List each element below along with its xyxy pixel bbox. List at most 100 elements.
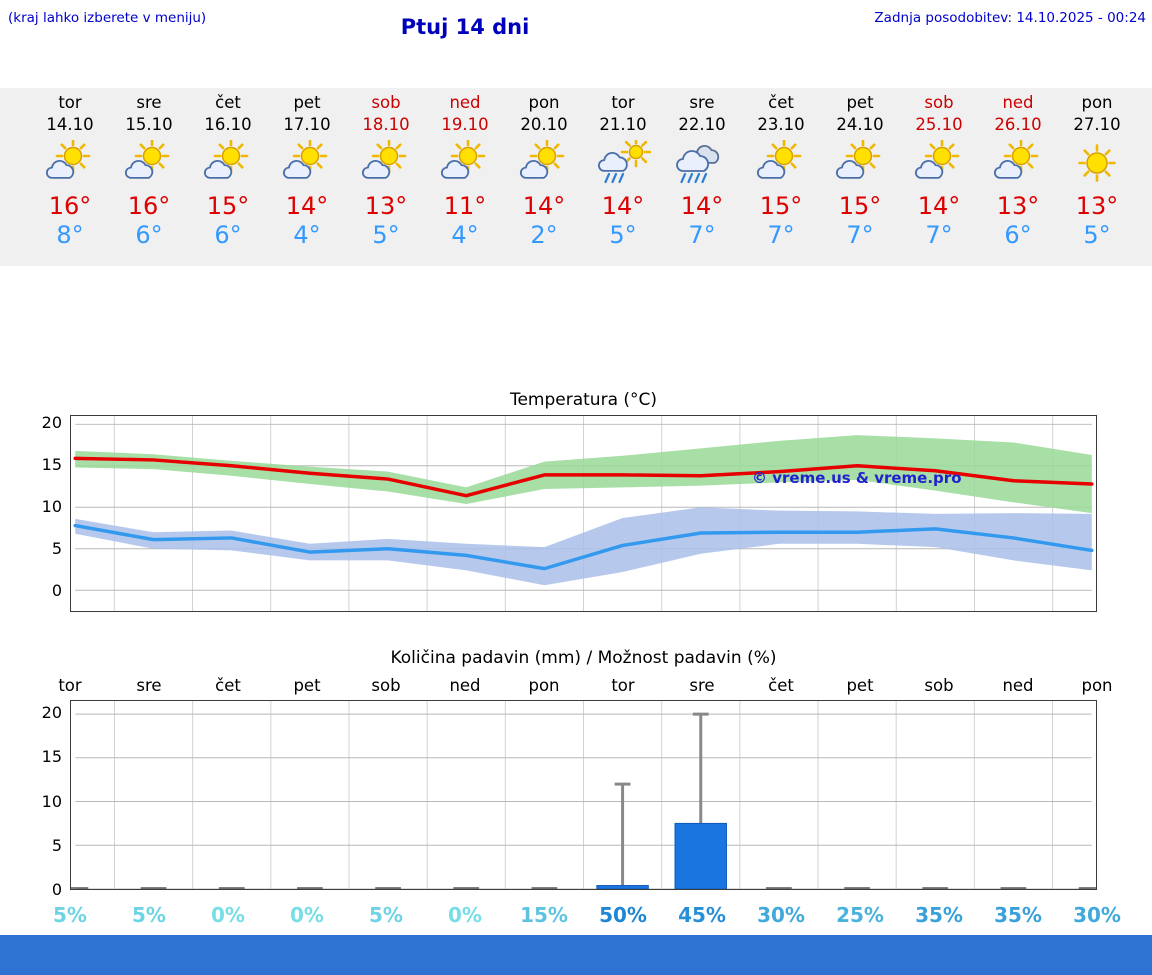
precip-probability: 45% bbox=[678, 903, 726, 927]
forecast-day[interactable]: ned 26.10 13° 6° bbox=[979, 88, 1058, 266]
day-low-temp: 5° bbox=[372, 221, 400, 249]
day-high-temp: 11° bbox=[443, 192, 487, 220]
rain-shower-icon bbox=[598, 140, 651, 184]
partly-cloudy-icon bbox=[441, 140, 486, 179]
forecast-strip: tor 14.10 16° 8° sre 15.10 16° 6° čet 16.10 15° 6° p… bbox=[0, 88, 1152, 266]
precip-probability: 0% bbox=[448, 903, 482, 927]
day-low-temp: 6° bbox=[1004, 221, 1032, 249]
day-high-temp: 16° bbox=[48, 192, 92, 220]
precip-probability: 30% bbox=[1073, 903, 1121, 927]
forecast-day[interactable]: ned 19.10 11° 4° bbox=[426, 88, 505, 266]
partly-cloudy-icon bbox=[362, 140, 407, 179]
precip-day-label: pet bbox=[293, 676, 321, 695]
y-tick-label: 0 bbox=[51, 581, 62, 600]
precip-probability: 30% bbox=[757, 903, 805, 927]
day-low-temp: 7° bbox=[767, 221, 795, 249]
day-date: 18.10 bbox=[362, 115, 410, 134]
y-tick-label: 10 bbox=[41, 791, 62, 811]
precip-chart-title: Količina padavin (mm) / Možnost padavin … bbox=[390, 648, 777, 668]
partly-cloudy-icon bbox=[836, 140, 881, 179]
day-date: 27.10 bbox=[1073, 115, 1121, 134]
day-name: čet bbox=[215, 93, 241, 112]
day-name: sob bbox=[371, 93, 401, 112]
day-date: 24.10 bbox=[836, 115, 884, 134]
rain-icon bbox=[676, 144, 720, 184]
day-high-temp: 14° bbox=[285, 192, 329, 220]
precip-day-label: pet bbox=[846, 676, 874, 695]
day-date: 20.10 bbox=[520, 115, 568, 134]
day-low-temp: 7° bbox=[688, 221, 716, 249]
day-date: 23.10 bbox=[757, 115, 805, 134]
partly-cloudy-icon bbox=[757, 140, 802, 179]
precip-day-label: čet bbox=[215, 676, 241, 695]
day-low-temp: 7° bbox=[925, 221, 953, 249]
day-name: tor bbox=[58, 93, 82, 112]
day-low-temp: 5° bbox=[1083, 221, 1111, 249]
y-tick-label: 5 bbox=[51, 539, 62, 559]
precip-day-label: ned bbox=[1002, 676, 1034, 695]
y-tick-label: 20 bbox=[41, 703, 62, 723]
day-name: pet bbox=[293, 93, 321, 112]
day-high-temp: 15° bbox=[206, 192, 250, 220]
precip-day-label: sre bbox=[136, 676, 162, 695]
day-date: 15.10 bbox=[125, 115, 173, 134]
forecast-day[interactable]: sre 15.10 16° 6° bbox=[110, 88, 189, 266]
day-name: pon bbox=[528, 93, 560, 112]
precip-probability: 5% bbox=[369, 903, 403, 927]
precip-probability: 5% bbox=[132, 903, 166, 927]
day-date: 22.10 bbox=[678, 115, 726, 134]
partly-cloudy-icon bbox=[283, 140, 328, 179]
forecast-day[interactable]: čet 23.10 15° 7° bbox=[742, 88, 821, 266]
forecast-day[interactable]: sob 25.10 14° 7° bbox=[900, 88, 979, 266]
day-low-temp: 4° bbox=[451, 221, 479, 249]
y-tick-label: 5 bbox=[51, 835, 62, 855]
precip-probability: 35% bbox=[994, 903, 1042, 927]
menu-hint: (kraj lahko izberete v meniju) bbox=[8, 10, 207, 26]
day-low-temp: 5° bbox=[609, 221, 637, 249]
day-name: pon bbox=[1081, 93, 1113, 112]
day-date: 21.10 bbox=[599, 115, 647, 134]
day-date: 14.10 bbox=[46, 115, 94, 134]
precip-day-label: tor bbox=[611, 676, 635, 695]
day-date: 19.10 bbox=[441, 115, 489, 134]
precip-probability: 0% bbox=[211, 903, 245, 927]
precip-day-label: pon bbox=[528, 676, 560, 695]
forecast-day[interactable]: tor 14.10 16° 8° bbox=[31, 88, 110, 266]
precipitation-plot bbox=[70, 700, 1097, 890]
day-high-temp: 14° bbox=[680, 192, 724, 220]
y-tick-label: 10 bbox=[41, 497, 62, 517]
forecast-day[interactable]: sre 22.10 14° 7° bbox=[663, 88, 742, 266]
sunny-icon bbox=[1078, 144, 1116, 182]
day-name: čet bbox=[768, 93, 794, 112]
precip-probability: 35% bbox=[915, 903, 963, 927]
day-high-temp: 14° bbox=[522, 192, 566, 220]
day-name: ned bbox=[449, 93, 481, 112]
forecast-day[interactable]: čet 16.10 15° 6° bbox=[189, 88, 268, 266]
day-date: 25.10 bbox=[915, 115, 963, 134]
partly-cloudy-icon bbox=[994, 140, 1039, 179]
temperature-chart-title: Temperatura (°C) bbox=[509, 390, 658, 410]
forecast-day[interactable]: sob 18.10 13° 5° bbox=[347, 88, 426, 266]
day-high-temp: 13° bbox=[1075, 192, 1119, 220]
day-high-temp: 15° bbox=[759, 192, 803, 220]
day-low-temp: 2° bbox=[530, 221, 558, 249]
temperature-plot bbox=[70, 415, 1097, 612]
forecast-day[interactable]: pet 17.10 14° 4° bbox=[268, 88, 347, 266]
forecast-day[interactable]: tor 21.10 14° 5° bbox=[584, 88, 663, 266]
forecast-day[interactable]: pon 27.10 13° 5° bbox=[1058, 88, 1137, 266]
partly-cloudy-icon bbox=[125, 140, 170, 179]
day-name: sre bbox=[689, 93, 715, 112]
day-date: 26.10 bbox=[994, 115, 1042, 134]
watermark: © vreme.us & vreme.pro bbox=[752, 469, 962, 487]
forecast-day[interactable]: pon 20.10 14° 2° bbox=[505, 88, 584, 266]
forecast-day[interactable]: pet 24.10 15° 7° bbox=[821, 88, 900, 266]
partly-cloudy-icon bbox=[204, 140, 249, 179]
precip-day-label: tor bbox=[58, 676, 82, 695]
precip-day-label: ned bbox=[449, 676, 481, 695]
day-high-temp: 16° bbox=[127, 192, 171, 220]
precip-day-label: sre bbox=[689, 676, 715, 695]
day-low-temp: 8° bbox=[56, 221, 84, 249]
partly-cloudy-icon bbox=[520, 140, 565, 179]
last-update: Zadnja posodobitev: 14.10.2025 - 00:24 bbox=[874, 10, 1146, 26]
